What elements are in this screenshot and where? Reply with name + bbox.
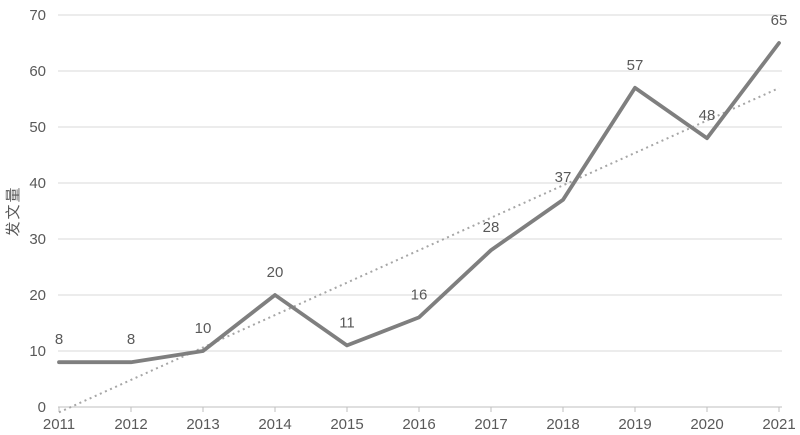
data-label: 8 (55, 331, 63, 348)
data-label: 8 (127, 331, 135, 348)
x-tick-label: 2012 (114, 416, 147, 433)
x-tick-label: 2017 (474, 416, 507, 433)
axes (58, 406, 782, 412)
data-labels: 8 8 10 20 11 16 28 37 57 48 65 (55, 12, 788, 348)
x-tick-label: 2021 (762, 416, 795, 433)
data-label: 48 (699, 107, 716, 124)
x-tick-label: 2020 (690, 416, 723, 433)
data-label: 28 (483, 219, 500, 236)
data-label: 10 (195, 320, 212, 337)
x-tick-label: 2016 (402, 416, 435, 433)
y-tick-label: 10 (29, 343, 46, 360)
y-tick-label: 60 (29, 63, 46, 80)
data-label: 16 (411, 286, 428, 303)
y-tick-label: 30 (29, 231, 46, 248)
data-label: 57 (627, 57, 644, 74)
y-tick-label: 20 (29, 287, 46, 304)
data-label: 11 (339, 314, 355, 331)
data-label: 37 (555, 169, 572, 186)
x-tick-label: 2015 (330, 416, 363, 433)
x-tick-label: 2019 (618, 416, 651, 433)
y-tick-label: 50 (29, 119, 46, 136)
y-tick-label: 0 (38, 399, 46, 416)
series-plot (57, 41, 781, 414)
x-tick-label: 2018 (546, 416, 579, 433)
data-label: 20 (267, 264, 284, 281)
trendline (58, 87, 780, 414)
data-label: 65 (771, 12, 788, 29)
x-tick-label: 2014 (258, 416, 291, 433)
series-line (57, 41, 781, 365)
y-tick-label: 40 (29, 175, 46, 192)
x-tick-label: 2011 (43, 416, 75, 433)
x-tick-label: 2013 (186, 416, 219, 433)
gridlines (58, 14, 782, 352)
y-axis-title: 发文量 (5, 185, 22, 236)
y-tick-label: 70 (29, 7, 46, 24)
